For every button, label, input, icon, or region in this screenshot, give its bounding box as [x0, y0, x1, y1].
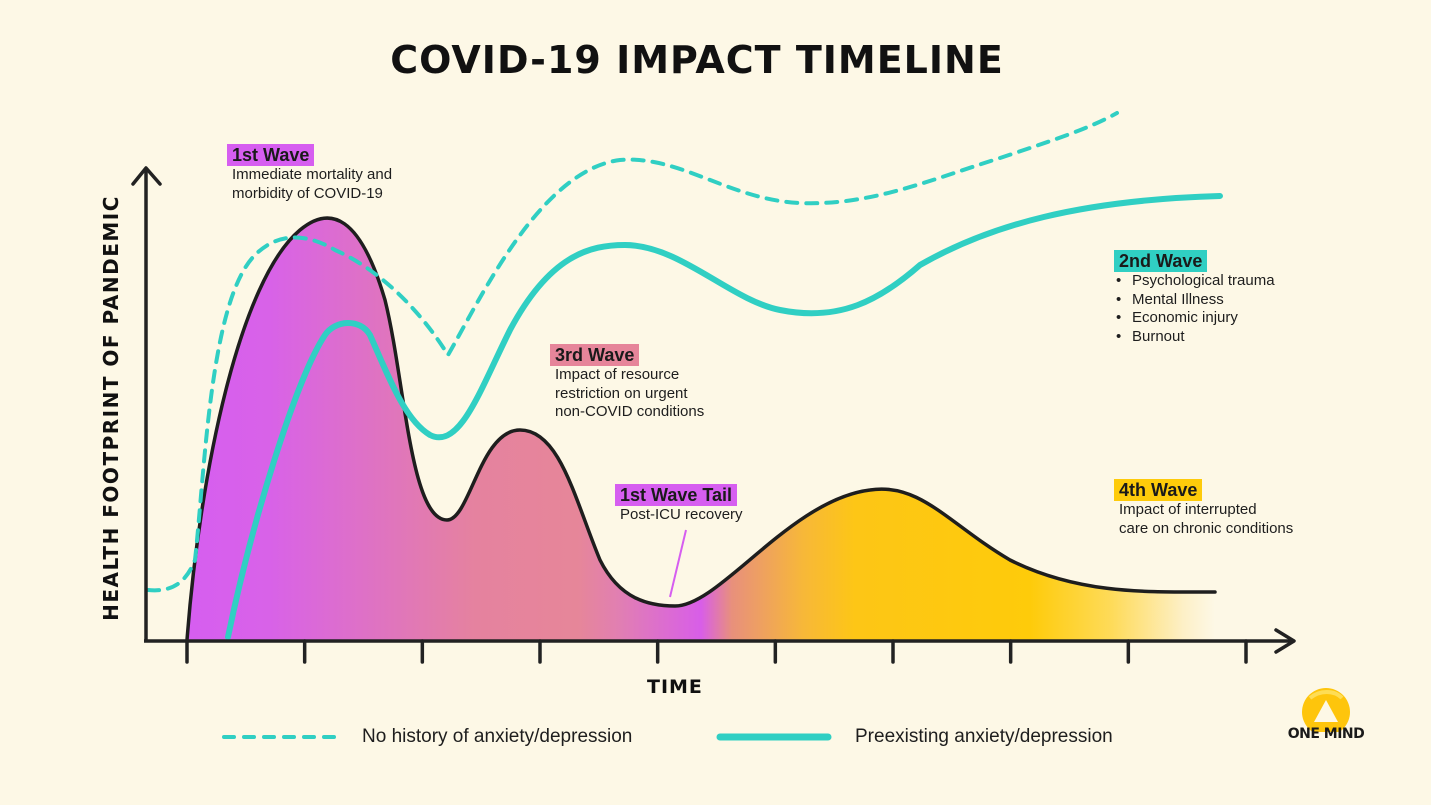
- annotation-3rd-wave: 3rd Wave Impact of resource restriction …: [550, 344, 704, 422]
- legend-preexisting-label: Preexisting anxiety/depression: [855, 726, 1113, 747]
- annotation-3rd-wave-line1: Impact of resource: [555, 366, 680, 383]
- annotation-2nd-wave: 2nd Wave • Psychological trauma • Mental I…: [1114, 250, 1275, 346]
- annotation-2nd-wave-item: • Psychological trauma: [1116, 272, 1275, 289]
- series-no-history-line: [146, 111, 1119, 593]
- legend-preexisting: Preexisting anxiety/depression: [716, 724, 1113, 750]
- series-preexisting-line: [225, 193, 1223, 640]
- annotation-1st-wave-line1: Immediate mortality and: [232, 166, 393, 183]
- annotation-2nd-wave-tag: 2nd Wave: [1114, 250, 1208, 272]
- annotation-4th-wave-line2: care on chronic conditions: [1119, 519, 1294, 537]
- chart-title: COVID-19 IMPACT TIMELINE: [390, 38, 1004, 82]
- annotation-1st-wave-line2: morbidity of COVID-19: [232, 184, 383, 202]
- legend-solid-swatch: [716, 733, 832, 741]
- annotation-4th-wave-tag: 4th Wave: [1114, 479, 1203, 501]
- annotation-1st-wave-tag: 1st Wave: [227, 144, 315, 166]
- tail-pointer-line: [669, 529, 687, 598]
- annotation-1st-wave-tail: 1st Wave Tail Post-ICU recovery: [615, 484, 743, 525]
- annotation-3rd-wave-tag: 3rd Wave: [550, 344, 640, 366]
- annotation-2nd-wave-item: • Mental Illness: [1116, 290, 1224, 308]
- legend-no-history-label: No history of anxiety/depression: [362, 726, 633, 747]
- annotation-4th-wave: 4th Wave Impact of interrupted care on c…: [1114, 479, 1293, 538]
- annotation-1st-wave-tail-line1: Post-ICU recovery: [620, 506, 743, 523]
- annotation-3rd-wave-line3: non-COVID conditions: [555, 403, 705, 420]
- x-axis-label: TIME: [647, 676, 703, 698]
- annotation-4th-wave-line1: Impact of interrupted: [1119, 501, 1257, 518]
- annotation-1st-wave: 1st Wave Immediate mortality and morbidi…: [227, 144, 392, 203]
- x-axis-ticks: [185, 639, 1248, 664]
- annotation-3rd-wave-line2: restriction on urgent: [555, 384, 688, 402]
- legend-dashed-swatch: [222, 735, 342, 739]
- annotation-1st-wave-tail-tag: 1st Wave Tail: [615, 484, 738, 506]
- annotation-2nd-wave-item: • Economic injury: [1116, 309, 1238, 326]
- one-mind-logo-text: ONE MIND: [1287, 726, 1365, 742]
- legend-no-history: No history of anxiety/depression: [222, 724, 632, 750]
- x-axis-arrowhead: [1274, 628, 1296, 654]
- annotation-2nd-wave-list: • Psychological trauma • Mental Illness • E…: [1114, 272, 1275, 346]
- y-axis-arrowhead: [131, 166, 162, 186]
- wave-area-fill: [187, 218, 1215, 640]
- y-axis-label: HEALTH FOOTPRINT OF PANDEMIC: [99, 195, 123, 621]
- wave-area-outline: [185, 216, 1217, 642]
- one-mind-logo-icon: [1302, 688, 1350, 732]
- one-mind-logo: ONE MIND: [1280, 688, 1372, 748]
- annotation-2nd-wave-item: • Burnout: [1116, 327, 1185, 345]
